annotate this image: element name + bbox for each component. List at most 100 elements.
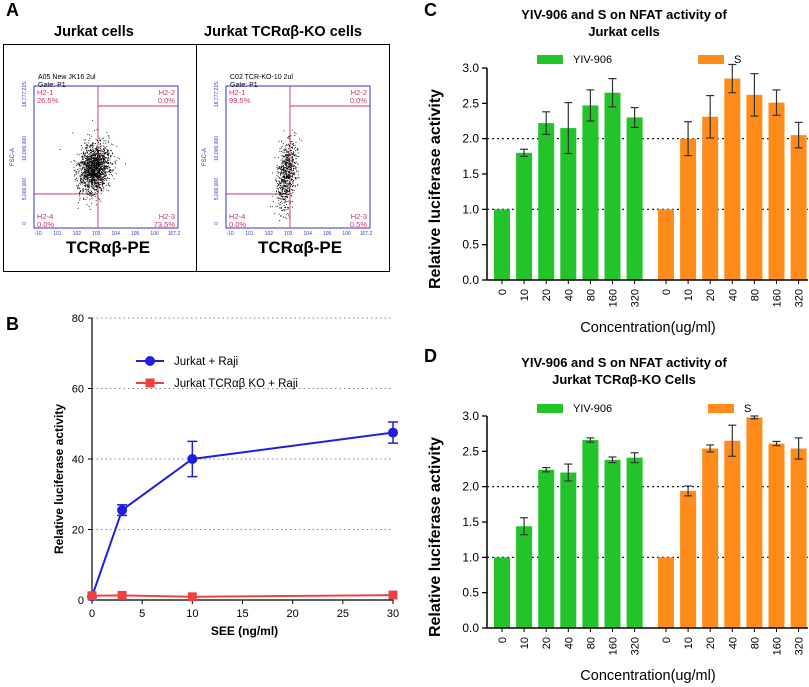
bar-ytick-label: 1.5: [462, 515, 479, 529]
flow-event-dot: [88, 169, 90, 171]
flow-event-dot: [107, 159, 108, 161]
flow-event-dot: [88, 177, 90, 178]
flow-event-dot: [80, 178, 82, 180]
flow-ylabel: FSC-A: [10, 148, 16, 166]
b-legend-marker: [145, 378, 155, 388]
flow-event-dot: [77, 186, 79, 188]
flow-event-dot: [90, 152, 92, 154]
flow-event-dot: [291, 181, 293, 183]
flow-event-dot: [289, 188, 291, 190]
flow-event-dot: [99, 184, 101, 185]
flow-event-dot: [99, 146, 101, 148]
flow-event-dot: [92, 119, 94, 121]
flow-event-dot: [101, 160, 103, 162]
b-ytick-label: 60: [72, 384, 84, 396]
flow-event-dot: [99, 179, 101, 181]
bar-ytick-label: 3.0: [462, 409, 479, 423]
flow-event-dot: [284, 209, 286, 211]
flow-event-dot: [281, 215, 283, 217]
flow-event-dot: [291, 157, 293, 159]
flow-event-dot: [95, 167, 97, 169]
flow-event-dot: [97, 181, 99, 183]
flow-event-dot: [288, 159, 290, 161]
flow-event-dot: [90, 151, 92, 153]
flow-event-dot: [92, 155, 93, 157]
flow-event-dot: [93, 179, 94, 180]
flow-event-dot: [285, 188, 287, 190]
flow-event-dot: [94, 156, 96, 158]
flow-event-dot: [93, 177, 95, 178]
flow-event-dot: [91, 143, 93, 144]
flow-event-dot: [290, 154, 291, 156]
flow-event-dot: [97, 150, 99, 152]
flow-event-dot: [97, 152, 99, 154]
flow-event-dot: [94, 129, 95, 131]
flow-event-dot: [90, 196, 92, 198]
flow-event-dot: [280, 172, 281, 174]
flow-event-dot: [100, 177, 102, 179]
bar-xtick-label: 40: [727, 637, 739, 649]
flow-event-dot: [286, 156, 288, 158]
flow-event-dot: [86, 196, 88, 198]
flow-event-dot: [292, 192, 294, 193]
flow-event-dot: [285, 218, 287, 219]
flow-event-dot: [87, 171, 89, 173]
flow-event-dot: [101, 155, 103, 156]
flow-event-dot: [103, 183, 105, 184]
bar-ytick-label: 1.5: [462, 167, 479, 181]
flow-event-dot: [275, 193, 277, 195]
flow-event-dot: [86, 145, 88, 147]
flow-event-dot: [105, 157, 107, 158]
flow-ytick-label: 5,000,000: [214, 178, 220, 200]
flow-event-dot: [77, 180, 78, 182]
flow-event-dot: [91, 170, 93, 172]
flow-event-dot: [278, 213, 280, 215]
flow-event-dot: [97, 155, 99, 157]
flow-event-dot: [84, 173, 86, 175]
flow-event-dot: [86, 165, 88, 167]
flow-event-dot: [91, 174, 93, 176]
flow-event-dot: [279, 181, 281, 183]
flow-event-dot: [88, 184, 90, 186]
flow-event-dot: [288, 137, 290, 139]
flow-event-dot: [290, 162, 292, 164]
flow-event-dot: [103, 173, 105, 175]
bar-title-line: Jurkat TCRαβ-KO Cells: [552, 372, 696, 387]
flow-event-dot: [91, 154, 93, 156]
flow-event-dot: [289, 166, 290, 167]
flow-event-dot: [293, 165, 295, 167]
flow-event-dot: [286, 167, 288, 169]
flow-event-dot: [81, 172, 82, 174]
flow-event-dot: [86, 170, 88, 172]
flow-event-dot: [287, 137, 289, 139]
flow-event-dot: [285, 157, 287, 159]
flow-event-dot: [287, 177, 289, 179]
flow-event-dot: [290, 172, 291, 174]
flow-event-dot: [272, 172, 274, 174]
flow-event-dot: [107, 177, 108, 179]
flow-event-dot: [108, 170, 109, 172]
flow-event-dot: [88, 184, 90, 186]
flow-event-dot: [115, 163, 117, 165]
flow-event-dot: [103, 162, 105, 164]
flow-event-dot: [94, 189, 96, 191]
flow-event-dot: [98, 160, 100, 162]
flow-event-dot: [102, 157, 104, 158]
bar-legend-swatch: [698, 55, 724, 64]
flow-event-dot: [91, 169, 93, 170]
flow-event-dot: [93, 174, 95, 176]
flow-event-dot: [283, 170, 285, 171]
flow-event-dot: [105, 171, 106, 173]
flow-event-dot: [104, 159, 106, 161]
flow-event-dot: [91, 183, 92, 185]
flow-event-dot: [73, 160, 75, 162]
flow-event-dot: [93, 150, 95, 152]
flow-event-dot: [290, 175, 292, 177]
flow-event-dot: [292, 174, 294, 176]
flow-event-dot: [290, 173, 292, 174]
flow-event-dot: [277, 185, 278, 187]
flow-event-dot: [290, 163, 292, 164]
flow-event-dot: [87, 150, 89, 152]
flow-event-dot: [292, 161, 294, 162]
flow-event-dot: [113, 156, 115, 157]
